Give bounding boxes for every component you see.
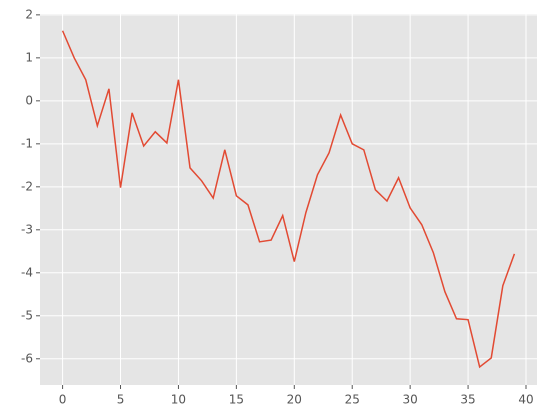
y-tick-label: -6 xyxy=(21,351,33,365)
y-tick-label: -3 xyxy=(21,222,33,236)
y-tick-label: -4 xyxy=(21,265,33,279)
x-tick-label: 30 xyxy=(403,393,418,407)
x-tick-label: 40 xyxy=(518,393,533,407)
x-tick-label: 10 xyxy=(171,393,186,407)
x-tick-label: 25 xyxy=(345,393,360,407)
y-tick-label: 1 xyxy=(25,50,33,64)
y-tick-label: -1 xyxy=(21,136,33,150)
x-tick-label: 0 xyxy=(59,393,67,407)
x-tick-label: 15 xyxy=(229,393,244,407)
y-tick-label: 2 xyxy=(25,7,33,21)
y-tick-label: -2 xyxy=(21,179,33,193)
y-tick-label: -5 xyxy=(21,308,33,322)
plot-area xyxy=(40,14,537,385)
y-tick-label: 0 xyxy=(25,93,33,107)
x-tick-label: 35 xyxy=(460,393,475,407)
line xyxy=(61,30,516,369)
x-tick-label: 5 xyxy=(117,393,125,407)
x-tick-label: 20 xyxy=(287,393,302,407)
